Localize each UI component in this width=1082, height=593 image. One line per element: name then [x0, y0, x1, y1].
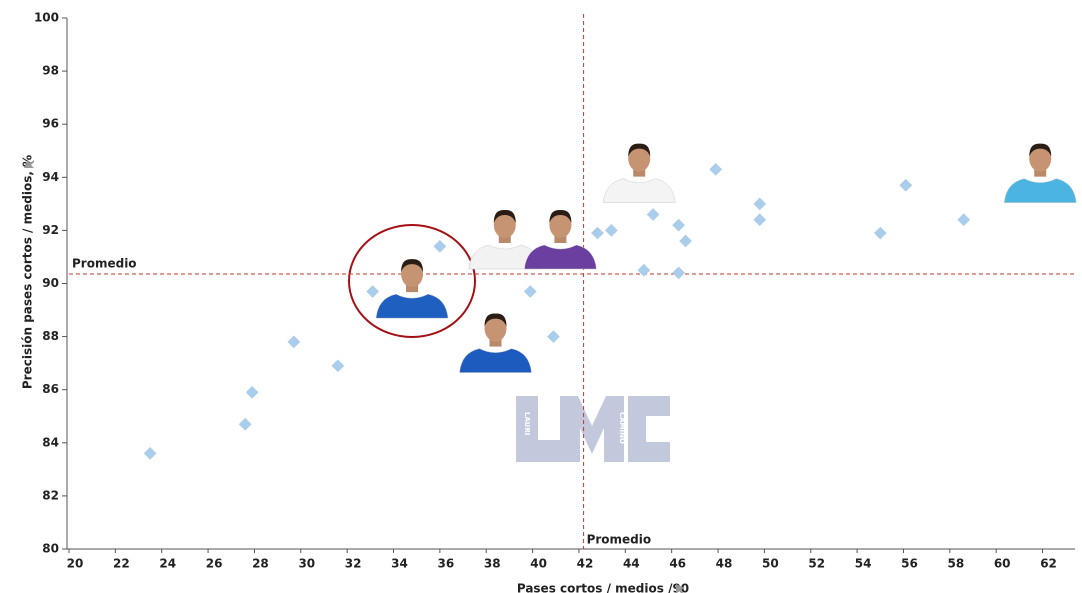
player-shirt [459, 348, 532, 373]
y-tick-label: 84 [42, 435, 59, 449]
player-hair [484, 313, 507, 327]
player-shirt [524, 244, 597, 270]
y-axis-title: Precisión pases cortos / medios, % [21, 155, 35, 389]
player-hair [549, 209, 572, 224]
y-tick-label: 82 [42, 488, 59, 502]
watermark [516, 396, 670, 462]
x-tick-label: 40 [530, 557, 547, 571]
pin-icon [24, 160, 34, 168]
data-point [753, 213, 767, 227]
x-tick-label: 32 [345, 557, 362, 571]
x-tick-label: 24 [159, 557, 176, 571]
player-photo [1003, 143, 1077, 203]
x-tick-label: 54 [855, 557, 872, 571]
player-photo [524, 209, 597, 270]
data-point [287, 335, 301, 349]
x-tick-label: 38 [484, 557, 501, 571]
player-head [493, 212, 516, 239]
x-tick-label: 58 [947, 557, 964, 571]
data-point [709, 162, 723, 176]
y-tick-label: 88 [42, 329, 59, 343]
player-hair [493, 209, 516, 224]
x-tick-label: 56 [901, 557, 918, 571]
player-head [549, 212, 572, 239]
x-tick-label: 28 [252, 557, 269, 571]
player-head [484, 315, 507, 342]
x-tick-label: 34 [391, 557, 408, 571]
x-tick-label: 26 [206, 557, 223, 571]
y-tick-label: 94 [42, 170, 59, 184]
x-tick-label: 60 [994, 557, 1011, 571]
x-axis-title: Pases cortos / medios /90 [517, 582, 689, 593]
data-point [646, 208, 660, 221]
player-shirt [1003, 178, 1077, 203]
x-tick-label: 36 [438, 557, 455, 571]
data-point [366, 285, 380, 298]
player-head [401, 261, 424, 288]
data-point [957, 213, 971, 227]
x-tick-label: 20 [67, 557, 84, 571]
x-tick-label: 50 [762, 557, 779, 571]
data-point [873, 226, 887, 240]
highlight-circle [348, 224, 476, 338]
x-tick-label: 44 [623, 557, 640, 571]
player-shirt [602, 178, 676, 203]
player-photo [459, 313, 532, 373]
data-point [547, 330, 560, 343]
data-point [433, 239, 447, 253]
y-tick-label: 90 [42, 276, 59, 290]
data-point [591, 226, 604, 240]
data-point [899, 178, 913, 192]
pin-icon [676, 584, 684, 593]
data-point [238, 417, 252, 431]
player-shirt [375, 293, 449, 319]
y-tick-label: 86 [42, 382, 59, 396]
data-point [672, 218, 685, 232]
data-point [679, 234, 692, 248]
y-tick-label: 92 [42, 223, 59, 237]
player-photo [602, 143, 676, 203]
data-point [753, 197, 767, 211]
player-hair [401, 259, 424, 273]
x-tick-label: 52 [808, 557, 825, 571]
x-tick-label: 22 [113, 557, 130, 571]
player-head [628, 145, 651, 172]
player-hair [1029, 143, 1052, 157]
watermark-text: LAURI [523, 412, 531, 435]
x-tick-label: 30 [298, 557, 315, 571]
average-label: Promedio [72, 256, 137, 270]
y-tick-label: 100 [34, 11, 59, 25]
x-tick-label: 48 [716, 557, 733, 571]
data-point [143, 447, 157, 460]
player-photo [468, 209, 542, 270]
player-photo [375, 259, 449, 319]
data-point [245, 385, 259, 399]
x-tick-label: 62 [1040, 557, 1057, 571]
x-tick-label: 42 [577, 557, 594, 571]
watermark-text: CAMINO [618, 412, 626, 444]
player-head [1029, 145, 1052, 172]
y-tick-label: 98 [42, 64, 59, 78]
data-point [672, 266, 685, 280]
data-point [605, 224, 618, 237]
y-tick-label: 80 [42, 542, 59, 556]
average-label: Promedio [587, 533, 652, 547]
data-point [637, 263, 651, 277]
player-hair [628, 143, 651, 157]
x-tick-label: 46 [669, 557, 686, 571]
data-point [331, 359, 345, 373]
data-point [523, 285, 537, 298]
y-tick-label: 96 [42, 117, 59, 131]
